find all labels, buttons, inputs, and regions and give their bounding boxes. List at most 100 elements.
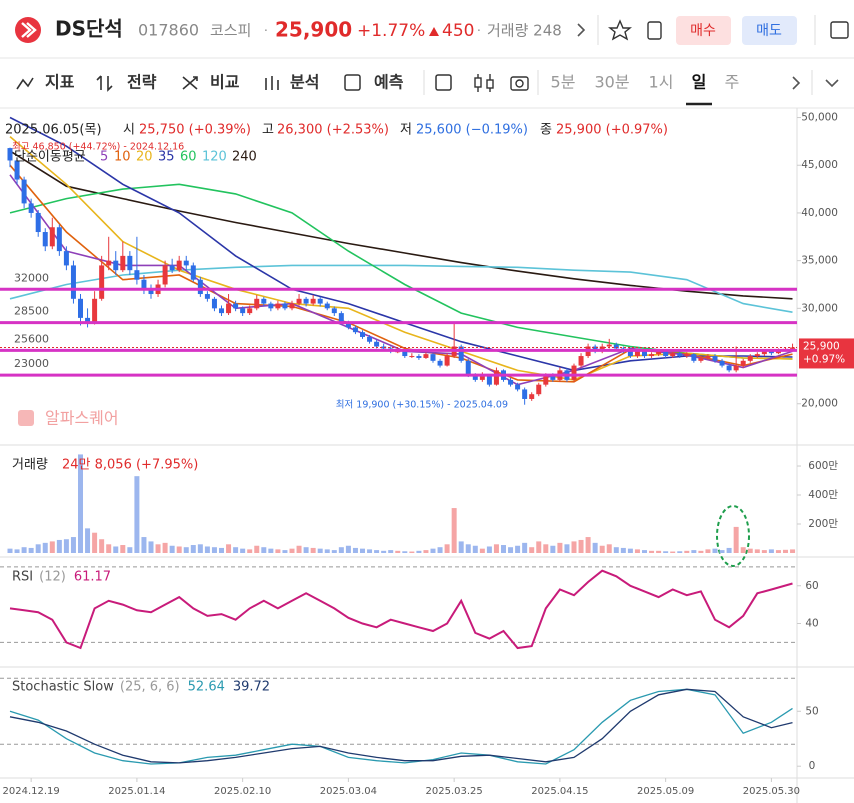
current-value: 61.17 [74,570,111,585]
candle-body [49,227,55,247]
up-arrow [429,27,439,36]
tool-label[interactable]: 지표 [45,73,75,92]
candle-body [606,344,612,347]
volume-bar [423,550,429,553]
candle-body [141,279,147,290]
candle-body [790,347,796,349]
tool-icon [265,76,279,90]
sell-button[interactable] [742,16,797,45]
tool-label[interactable]: 분석 [290,73,319,92]
memo-icon[interactable] [647,21,662,40]
candle-body [536,384,542,395]
camera-icon[interactable] [515,79,524,88]
period-label[interactable]: 주 [725,73,740,92]
candle-body [42,232,48,247]
volume-bar [529,547,535,553]
volume-bar [106,544,112,553]
y-tick-label: 40,000 [801,207,838,219]
volume-bar [78,454,83,553]
sep: · [477,24,481,38]
y-tick-label: 200만 [808,518,838,530]
volume-bar [324,549,330,553]
candle-icon[interactable] [486,79,494,89]
ma-legend: 10 [114,150,131,165]
candle-body [162,265,168,285]
candle-body [113,260,119,271]
candle-body [747,356,753,361]
level-label: 28500 [14,305,49,318]
panel-title: RSI [12,570,33,585]
ohlc-label: 시 [123,123,135,138]
volume-bar [99,539,105,553]
watermark: 알파스퀘어 [45,409,119,428]
candle-body [78,298,83,318]
volume-bar [606,544,612,553]
level-label: 23000 [14,357,49,370]
tool-label[interactable]: 비교 [210,73,240,92]
candle-body [183,260,189,266]
volume-bar [670,551,676,553]
volume-bar [656,550,662,553]
ohlc-label: 고 [262,123,274,138]
volume-bar [360,548,365,553]
buy-button[interactable] [676,16,731,45]
buy-label[interactable]: 매수 [690,23,716,39]
draw-icon[interactable] [435,74,452,91]
candle-body [613,344,619,349]
candle-icon[interactable] [474,77,482,88]
candle-body [656,351,662,355]
volume-bar [522,542,528,553]
candle-body [698,357,704,361]
period-label[interactable]: 일 [692,73,707,92]
volume-bar [472,545,478,553]
volume-bar [416,550,422,553]
candle-body [493,370,499,385]
volume-bar [63,539,69,553]
volume-bar [310,547,316,553]
tool-label[interactable]: 전략 [127,73,157,92]
volume-bar [768,549,774,553]
candle-body [719,360,725,366]
volume-bar [92,532,98,553]
logo [15,17,41,43]
sell-label[interactable]: 매도 [756,23,782,39]
x-tick-label: 2025.03.25 [426,786,483,797]
series-line [9,264,793,313]
series-line [9,150,793,300]
toolbar: 지표 전략 비교 분석 예측 5분 30분 1시 일 주 [16,70,839,106]
ohlc-value: 25,750 (+0.39%) [139,123,251,138]
period-label[interactable]: 5분 [551,73,576,92]
period-label[interactable]: 30분 [594,73,629,92]
volume-bar [275,549,281,553]
change: 450 [442,21,474,41]
scroll-right[interactable] [792,76,801,90]
chevron[interactable] [577,23,586,37]
star-icon[interactable] [608,19,632,41]
volume-bar [56,539,62,553]
volume-bar [395,550,401,553]
camera-icon[interactable] [510,76,529,91]
candle-body [120,255,126,271]
candle-body [627,351,633,357]
period-label[interactable]: 1시 [649,73,674,92]
candle-body [176,260,182,271]
logo-mark [21,22,37,38]
candle-body [437,360,443,366]
volume-bar [465,544,471,553]
panel-icon[interactable] [830,21,849,39]
volume-bar [402,551,408,553]
tool-icon [16,77,34,90]
volume-bar [627,548,633,553]
volume-bar [557,542,563,553]
volume-bar [740,547,746,553]
x-tick-label: 2025.04.15 [531,786,588,797]
dropdown[interactable] [825,79,839,88]
candle-body [240,308,246,314]
volume-bar [352,547,358,553]
tool-label[interactable]: 예측 [374,73,404,92]
y-tick-label: 20,000 [801,398,838,410]
volume-bar [698,550,704,553]
current-value: 39.72 [233,680,270,695]
volume-bar [14,549,20,553]
y-tick-label: 40 [805,617,818,629]
